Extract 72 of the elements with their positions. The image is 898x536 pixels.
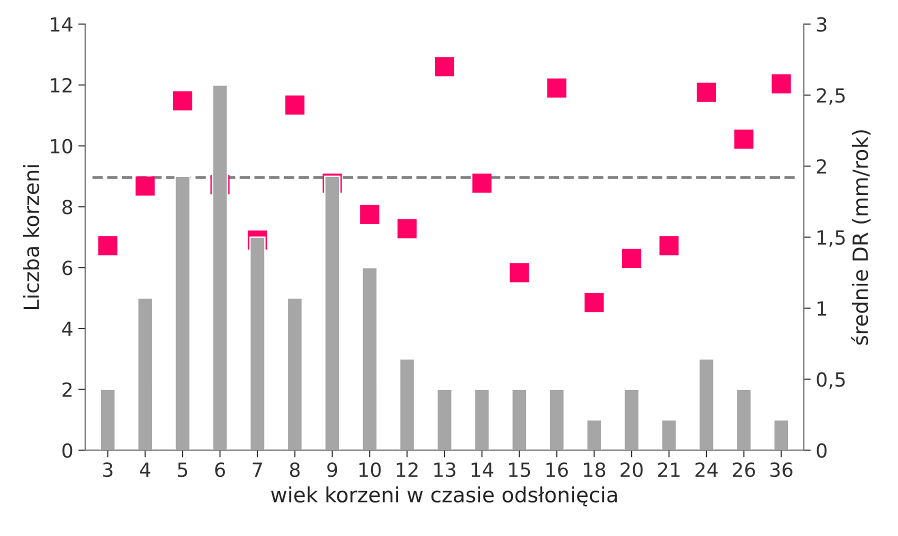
y-tick-label: 12 <box>50 78 72 92</box>
bar <box>586 419 602 450</box>
point <box>772 74 791 94</box>
bar <box>398 358 416 450</box>
x-tick-label: 10 <box>359 462 381 478</box>
bar <box>174 176 191 450</box>
bar <box>623 388 640 450</box>
bar <box>100 388 116 450</box>
point <box>584 292 604 312</box>
bar <box>773 419 790 450</box>
bar <box>436 388 453 450</box>
x-tick-label: 14 <box>472 462 494 477</box>
point <box>696 82 716 102</box>
y-axis-title: Liczba korzeni <box>23 165 40 310</box>
x-tick-label: 24 <box>695 462 718 477</box>
y-tick-label: 14 <box>50 17 72 32</box>
x-tick-label: 21 <box>658 462 680 477</box>
x-tick-label: 4 <box>140 462 150 477</box>
x-tick-label: 7 <box>252 462 262 477</box>
y2-tick-label: 0,5 <box>816 372 845 389</box>
y2-axis-title: średnie DR (mm/rok) <box>851 130 871 345</box>
point <box>285 96 304 115</box>
bar <box>736 388 752 450</box>
point <box>547 78 566 98</box>
bar <box>548 388 565 450</box>
y2-tick-label: 0 <box>816 443 827 458</box>
y2-tick-label: 1 <box>818 301 826 316</box>
point <box>622 248 642 268</box>
point <box>136 176 155 196</box>
y-tick-label: 2 <box>62 382 72 397</box>
y-tick-label: 10 <box>50 138 72 154</box>
x-tick-label: 20 <box>620 462 643 478</box>
bar <box>511 388 528 450</box>
x-tick-label: 5 <box>178 462 188 478</box>
x-tick-label: 18 <box>584 462 606 478</box>
point <box>173 91 192 110</box>
x-tick-label: 9 <box>327 462 338 478</box>
point <box>434 57 454 76</box>
x-tick-label: 3 <box>103 462 112 478</box>
y-tick-label: 8 <box>62 200 72 214</box>
y2-tick-label: 2,5 <box>816 88 845 105</box>
bar <box>212 84 228 450</box>
bar <box>362 266 378 450</box>
bar <box>698 358 715 450</box>
x-tick-label: 16 <box>546 462 568 478</box>
point <box>659 236 679 256</box>
bar <box>324 176 340 450</box>
point <box>98 236 118 256</box>
x-tick-label: 15 <box>509 462 530 478</box>
y-tick-label: 4 <box>62 322 72 336</box>
y2-tick-label: 3 <box>817 17 826 32</box>
point <box>510 263 529 282</box>
x-tick-label: 13 <box>434 462 456 478</box>
x-tick-label: 8 <box>290 462 300 478</box>
x-tick-label: 6 <box>215 462 225 478</box>
bar <box>286 297 304 450</box>
y-tick-label: 6 <box>62 260 72 276</box>
point <box>398 219 417 238</box>
x-axis-title: wiek korzeni w czasie odsłonięcia <box>271 486 617 506</box>
bar <box>137 297 154 450</box>
x-tick-label: 36 <box>770 462 792 478</box>
y-tick-label: 0 <box>62 443 72 458</box>
x-tick-label: 26 <box>732 462 755 478</box>
point <box>734 130 754 149</box>
bar <box>474 388 490 450</box>
x-tick-label: 12 <box>396 462 418 477</box>
point <box>360 204 380 224</box>
y2-tick-label: 2 <box>816 159 826 174</box>
bar <box>660 419 678 450</box>
y2-tick-label: 1,5 <box>818 230 845 247</box>
bar <box>249 236 266 450</box>
point <box>472 174 492 193</box>
